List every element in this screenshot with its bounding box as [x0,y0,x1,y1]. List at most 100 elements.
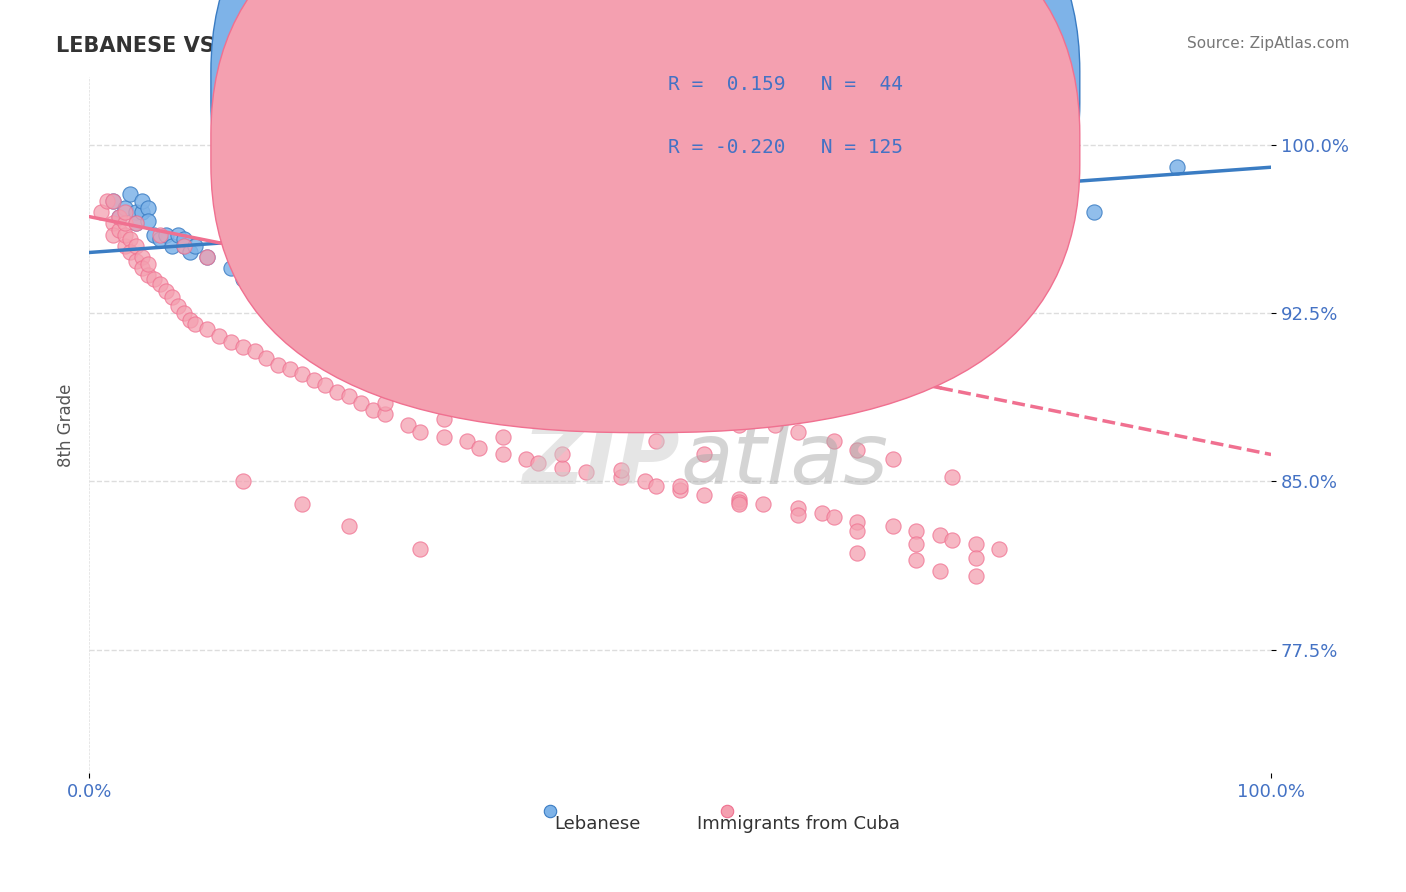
Point [131,205,153,219]
Point [120,187,142,202]
Point [337,389,360,403]
Point [456,340,478,354]
Point [409,318,432,332]
Point [610,463,633,477]
Point [728,294,751,309]
Point [125,239,148,253]
Point [155,227,177,242]
Point [291,497,314,511]
Point [433,344,456,359]
Point [131,194,153,208]
Point [905,553,928,567]
Point [787,501,810,516]
Point [728,494,751,508]
Point [291,367,314,381]
Point [551,373,574,387]
Point [468,441,491,455]
Point [905,261,928,276]
Point [120,232,142,246]
Point [527,318,550,332]
Point [232,475,254,489]
Point [143,272,166,286]
Point [350,396,373,410]
Point [527,351,550,365]
Point [114,227,136,242]
Point [101,194,124,208]
Point [136,257,159,271]
Point [409,340,432,354]
Point [160,290,183,304]
Text: R =  0.159   N =  44: R = 0.159 N = 44 [668,75,903,95]
Point [173,232,195,246]
Point [149,227,172,242]
Point [574,373,596,387]
Point [166,299,188,313]
Point [173,239,195,253]
Point [492,429,515,443]
Point [179,313,201,327]
Point [728,492,751,507]
Point [988,541,1011,556]
Point [314,318,336,332]
Point [114,201,136,215]
Point [374,407,396,421]
Point [846,546,869,560]
Point [195,322,218,336]
Point [166,227,188,242]
Point [965,568,987,582]
Point [882,519,904,533]
Text: Immigrants from Cuba: Immigrants from Cuba [697,815,900,833]
Point [409,425,432,439]
Point [184,239,207,253]
Point [752,497,775,511]
Point [243,284,266,298]
Point [704,402,727,417]
Point [633,475,655,489]
Point [846,272,869,286]
Text: atlas: atlas [681,418,889,501]
Point [195,250,218,264]
Point [267,358,290,372]
Point [527,351,550,365]
Point [120,245,142,260]
Point [232,272,254,286]
Point [492,335,515,350]
Point [787,425,810,439]
Point [787,508,810,522]
Point [433,411,456,425]
Point [101,194,124,208]
Point [456,434,478,448]
Point [314,378,336,392]
Point [669,318,692,332]
Point [492,362,515,376]
Point [195,250,218,264]
Point [763,418,786,433]
Point [468,335,491,350]
Point [941,470,963,484]
Point [1166,160,1188,174]
Point [669,483,692,498]
Point [114,216,136,230]
Text: Source: ZipAtlas.com: Source: ZipAtlas.com [1187,36,1350,51]
Point [574,318,596,332]
Point [669,389,692,403]
Point [882,452,904,467]
Point [326,384,349,399]
Point [929,528,952,542]
Point [101,216,124,230]
Point [645,384,668,399]
Point [492,351,515,365]
Point [219,261,242,276]
Point [149,277,172,291]
Point [208,328,231,343]
Point [131,261,153,276]
Point [302,373,325,387]
Point [396,418,419,433]
Point [173,239,195,253]
Point [361,402,384,417]
Point [136,268,159,282]
Point [107,210,129,224]
Point [492,448,515,462]
Point [728,418,751,433]
Point [314,284,336,298]
